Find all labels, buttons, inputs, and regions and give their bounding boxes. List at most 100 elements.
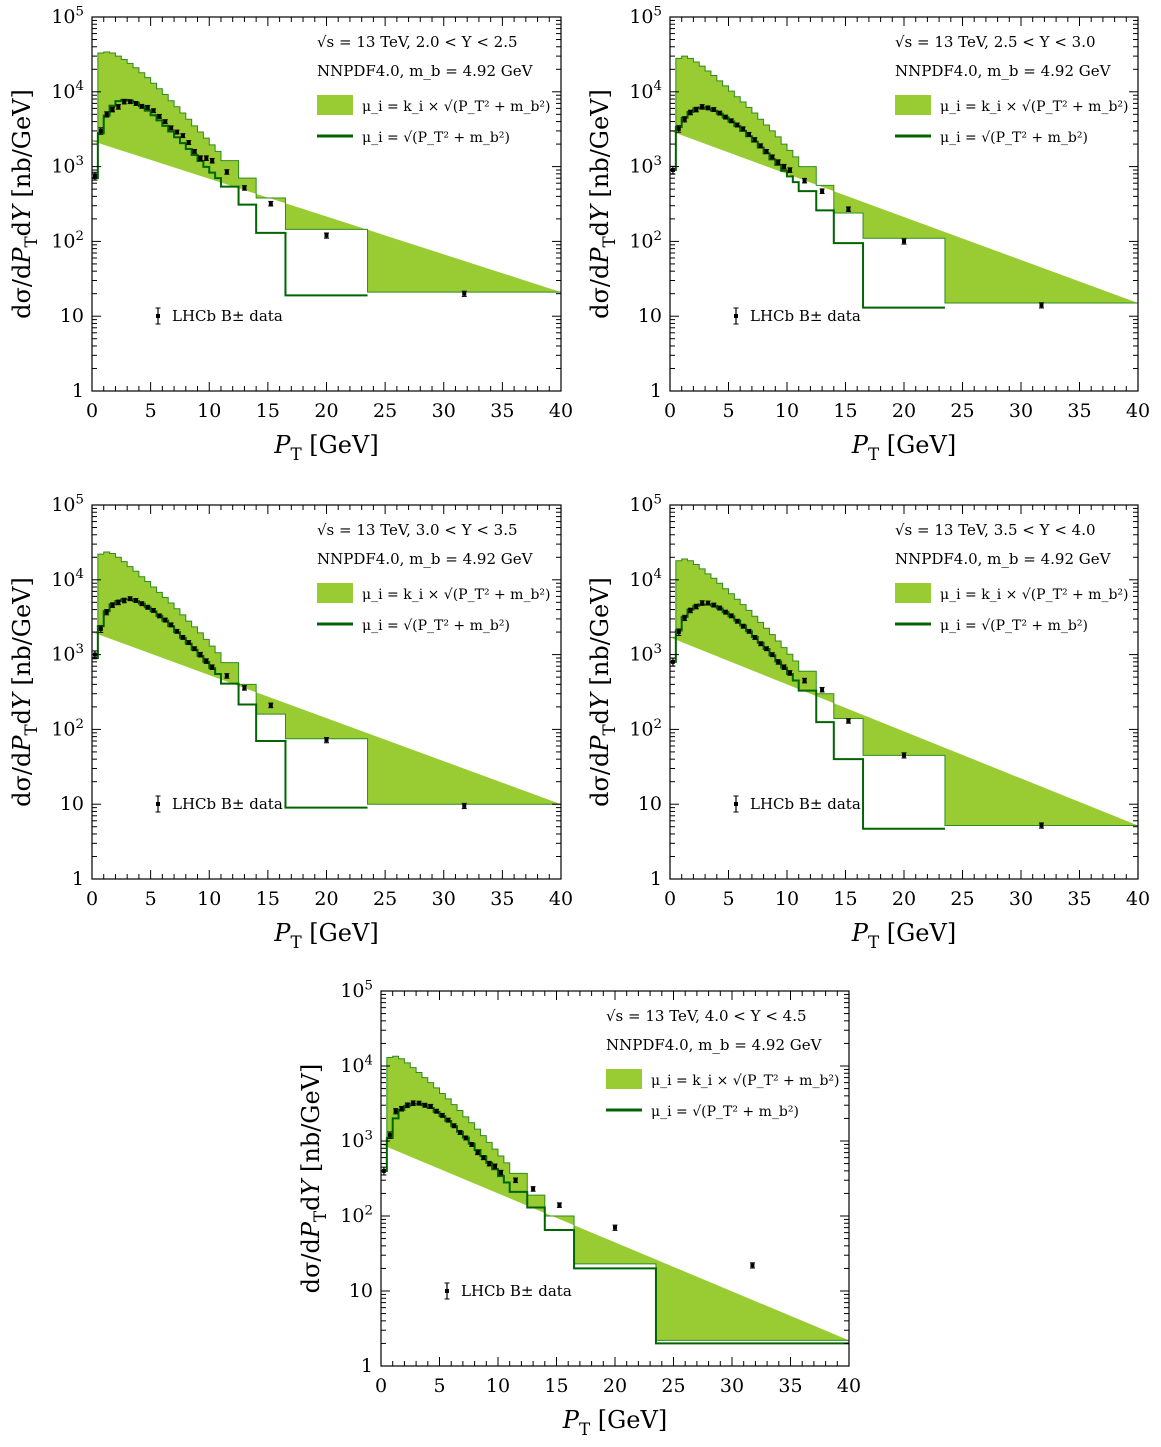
x-axis-title: PT [GeV] [562, 1406, 667, 1439]
data-point [613, 1225, 617, 1230]
data-point [411, 1101, 416, 1106]
data-point [475, 1150, 480, 1155]
y-axis-title: dσ/dPTdY [nb/GeV] [586, 89, 619, 319]
x-tick-label: 20 [603, 1375, 627, 1397]
legend-data-label: LHCb B± data [172, 795, 283, 813]
x-tick-label: 30 [720, 1375, 744, 1397]
y-tick-label: 102 [51, 229, 84, 253]
data-point [902, 239, 906, 244]
x-tick-label: 25 [373, 400, 397, 422]
x-tick-label: 40 [1126, 400, 1150, 422]
data-point [434, 1109, 439, 1114]
y-tick-label: 102 [51, 717, 84, 741]
data-point [175, 629, 180, 634]
data-point [324, 233, 329, 238]
y-axis-title: dσ/dPTdY [nb/GeV] [8, 577, 41, 807]
data-point [422, 1103, 427, 1108]
data-point [741, 624, 746, 629]
legend-energy-rapidity: √s = 13 TeV, 2.0 < Y < 2.5 [317, 33, 518, 51]
data-point [846, 718, 851, 723]
data-point [735, 122, 740, 127]
data-point [723, 115, 728, 120]
x-tick-label: 0 [86, 400, 98, 422]
x-tick-label: 10 [775, 400, 799, 422]
y-axis-ticks [670, 19, 1138, 392]
data-point [717, 111, 722, 116]
legend-pdf: NNPDF4.0, m_b = 4.92 GeV [606, 1036, 823, 1054]
data-point [417, 1101, 422, 1106]
legend-data-label: LHCb B± data [461, 1282, 572, 1300]
chart-svg-2: 0 5 10 15 20 25 30 35 40 1 10 102 103 104 105 PT [GeV] d… [586, 4, 1150, 464]
data-point [204, 659, 209, 664]
data-point [513, 1178, 518, 1183]
x-axis-ticks [669, 505, 1139, 879]
data-point [157, 114, 162, 119]
data-point [487, 1161, 492, 1166]
x-axis-title: PT [GeV] [273, 919, 378, 952]
y-axis-ticks [381, 993, 849, 1367]
data-point [133, 598, 138, 603]
data-point [116, 104, 121, 109]
data-point [752, 137, 757, 142]
data-point [145, 605, 150, 610]
x-tick-label: 15 [256, 888, 280, 910]
data-point [224, 169, 229, 174]
y-tick-label: 105 [51, 4, 84, 28]
data-point [210, 665, 215, 670]
lhcb-data-series [92, 98, 467, 297]
x-tick-label: 15 [833, 400, 857, 422]
x-axis-ticks [380, 991, 850, 1366]
data-point [98, 128, 103, 133]
data-point [776, 160, 781, 165]
y-tick-label: 103 [51, 642, 84, 666]
data-point [846, 207, 851, 212]
data-point [428, 1104, 433, 1109]
legend-line-label: μ_i = √(P_T² + m_b²) [940, 130, 1088, 146]
data-point [787, 670, 792, 675]
data-point [481, 1155, 486, 1160]
legend-band-swatch [317, 583, 353, 603]
data-point [110, 107, 115, 112]
data-point [440, 1113, 445, 1118]
data-point [770, 652, 775, 657]
lhcb-data-series [92, 596, 467, 810]
data-point [764, 149, 769, 154]
data-point [700, 600, 705, 605]
data-point [782, 665, 787, 670]
y-tick-label: 10 [349, 1280, 373, 1302]
y-axis-ticks [92, 19, 561, 392]
data-point [145, 105, 150, 110]
legend-data-marker [734, 802, 738, 806]
y-tick-label: 104 [51, 79, 84, 103]
chart-svg-3: 0 5 10 15 20 25 30 35 40 1 10 102 103 104 105 PT [GeV] d… [8, 492, 573, 952]
y-tick-label: 1 [72, 380, 84, 402]
lhcb-data-series [381, 1100, 755, 1269]
chart-panel-5: 0 5 10 15 20 25 30 35 40 1 10 102 103 104 105 PT [GeV] d… [290, 973, 870, 1443]
x-tick-label: 15 [256, 400, 280, 422]
data-point [128, 596, 133, 601]
data-point [717, 605, 722, 610]
y-axis-ticks [670, 507, 1138, 880]
data-point [242, 685, 247, 690]
data-point [110, 603, 115, 608]
x-tick-label: 40 [837, 1375, 861, 1397]
data-point [151, 108, 156, 113]
x-tick-label: 0 [664, 400, 676, 422]
data-point [387, 1133, 392, 1138]
x-tick-label: 35 [490, 888, 514, 910]
x-tick-label: 10 [197, 888, 221, 910]
legend-band-swatch [895, 583, 931, 603]
chart-svg-4: 0 5 10 15 20 25 30 35 40 1 10 102 103 104 105 PT [GeV] d… [586, 492, 1150, 952]
x-tick-label: 25 [950, 888, 974, 910]
x-tick-label: 20 [314, 400, 338, 422]
data-point [157, 613, 162, 618]
data-point [758, 143, 763, 148]
y-tick-label: 105 [340, 978, 373, 1002]
y-axis-title: dσ/dPTdY [nb/GeV] [297, 1064, 330, 1294]
y-tick-label: 1 [361, 1355, 373, 1377]
data-point [758, 641, 763, 646]
y-axis-ticks [92, 507, 561, 880]
legend-data-label: LHCb B± data [172, 307, 283, 325]
data-point [192, 149, 197, 154]
